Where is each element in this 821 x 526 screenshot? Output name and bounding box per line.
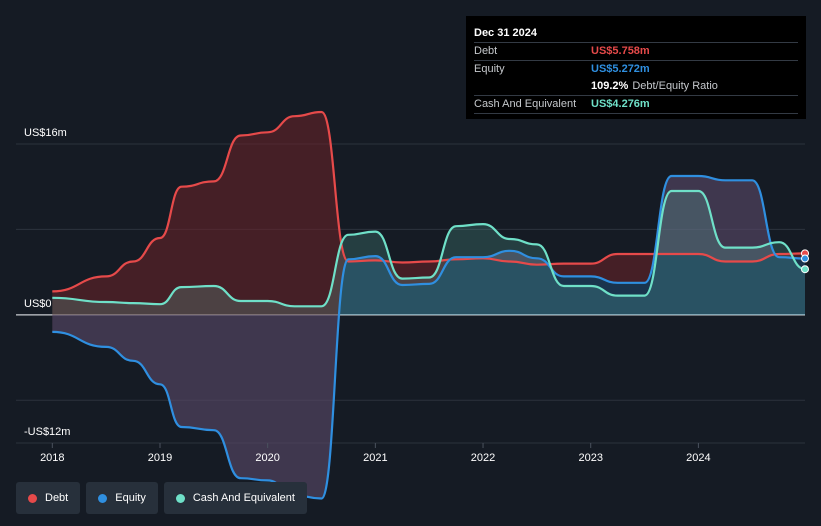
- legend-item-equity[interactable]: Equity: [86, 482, 158, 514]
- y-tick-label: US$16m: [24, 127, 67, 139]
- x-tick-label: 2021: [363, 452, 387, 464]
- debt-equity-band: [52, 112, 806, 499]
- x-tick-label: 2022: [471, 452, 495, 464]
- tooltip-ratio-value: 109.2%: [591, 80, 629, 92]
- legend-dot-debt-icon: [28, 493, 37, 503]
- equity-line: [52, 174, 806, 500]
- tooltip-equity-label: Equity: [474, 63, 505, 75]
- legend-label-cash: Cash And Equivalent: [192, 492, 295, 504]
- legend-dot-equity-icon: [98, 493, 108, 503]
- y-axis-labels: US$16m US$0 -US$12m: [24, 127, 70, 438]
- tooltip-row-equity: Equity US$5.272m: [474, 60, 798, 78]
- cash-end-marker: [801, 265, 809, 274]
- series-lines: [52, 110, 806, 500]
- legend-label-debt: Debt: [45, 492, 69, 504]
- tooltip-equity-value: US$5.272m: [591, 63, 650, 75]
- legend: Debt Equity Cash And Equivalent: [16, 482, 307, 514]
- x-tick-label: 2019: [148, 452, 172, 464]
- x-axis-labels: 2018 2019 2020 2021 2022 2023 2024: [40, 443, 711, 464]
- tooltip-debt-value: US$5.758m: [591, 45, 650, 57]
- equity-area: [52, 176, 806, 499]
- tooltip-date: Dec 31 2024: [474, 27, 537, 39]
- tooltip-row-ratio: 109.2% Debt/Equity Ratio: [474, 78, 798, 95]
- equity-end-marker: [801, 254, 809, 263]
- y-tick-label: US$0: [24, 298, 52, 310]
- legend-item-debt[interactable]: Debt: [16, 482, 81, 514]
- cash-line: [52, 189, 806, 308]
- x-tick-label: 2018: [40, 452, 64, 464]
- tooltip-cash-label: Cash And Equivalent: [474, 98, 577, 110]
- series-areas: [52, 112, 806, 499]
- tooltip-row-cash: Cash And Equivalent US$4.276m: [474, 95, 798, 114]
- tooltip-ratio-label: Debt/Equity Ratio: [632, 80, 718, 92]
- legend-label-equity: Equity: [115, 492, 146, 504]
- debt-line: [52, 110, 806, 293]
- cash-area: [52, 191, 806, 315]
- legend-dot-cash-icon: [175, 493, 185, 503]
- tooltip-cash-value: US$4.276m: [591, 98, 650, 110]
- tooltip-panel: Dec 31 2024 Debt US$5.758m Equity US$5.2…: [466, 16, 806, 119]
- x-tick-label: 2024: [686, 452, 710, 464]
- x-tick-label: 2020: [255, 452, 279, 464]
- end-markers: [801, 249, 809, 274]
- legend-item-cash[interactable]: Cash And Equivalent: [163, 482, 307, 514]
- tooltip-row-debt: Debt US$5.758m: [474, 42, 798, 60]
- tooltip-debt-label: Debt: [474, 45, 498, 57]
- y-tick-label: -US$12m: [24, 426, 70, 438]
- x-tick-label: 2023: [578, 452, 602, 464]
